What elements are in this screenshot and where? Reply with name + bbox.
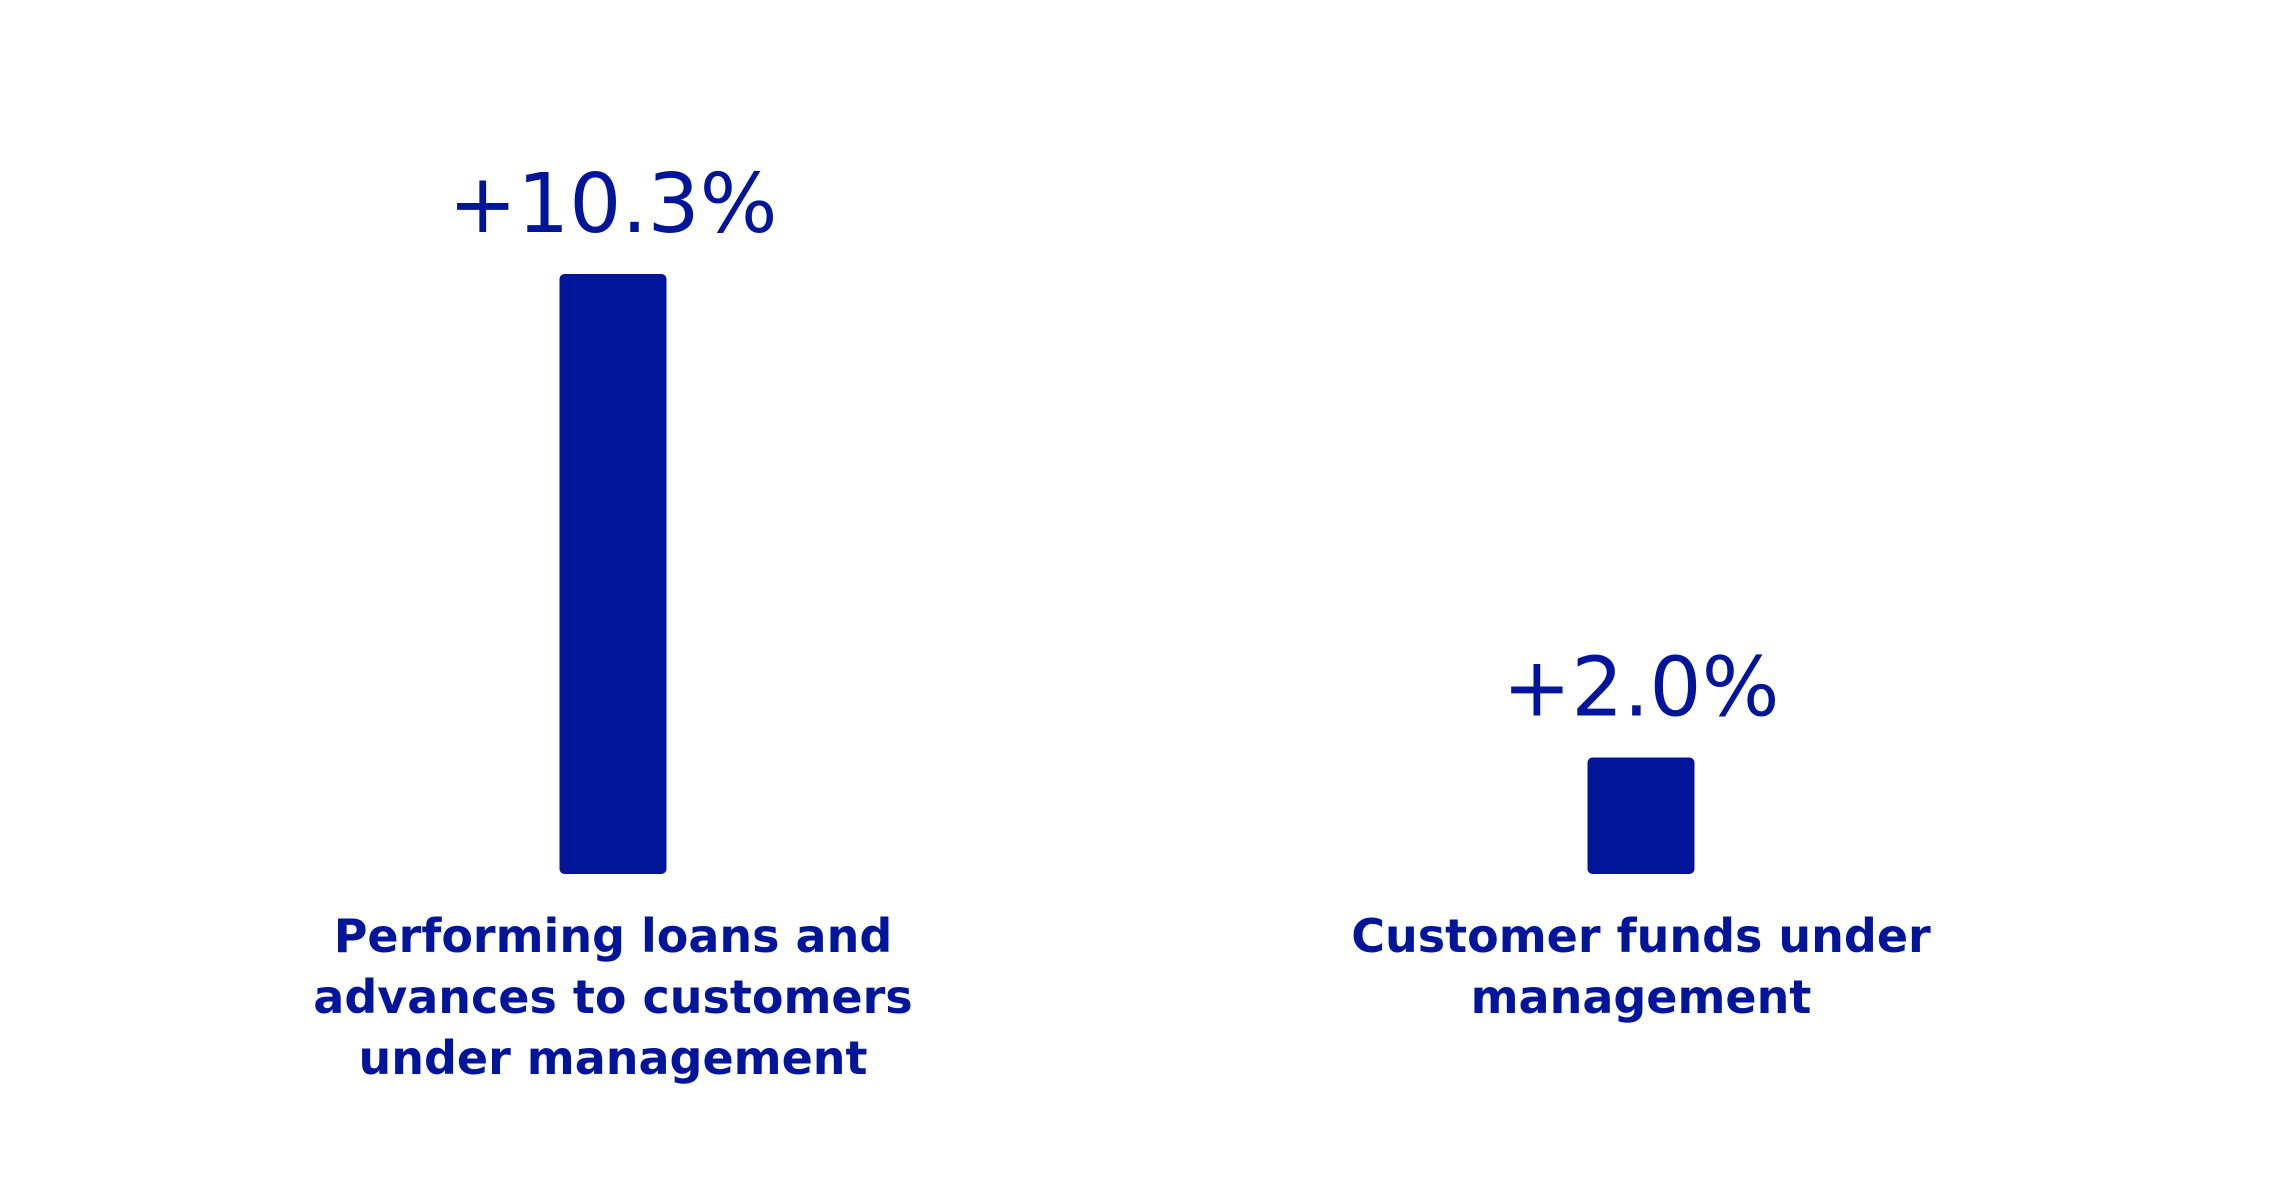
category-label: Customer funds under management: [1351, 909, 1931, 1024]
bar: [559, 274, 667, 874]
category-label: Performing loans and advances to custome…: [313, 909, 913, 1085]
bar: [1587, 757, 1695, 874]
value-label: +10.3%: [448, 157, 777, 252]
value-label: +2.0%: [1502, 640, 1779, 735]
